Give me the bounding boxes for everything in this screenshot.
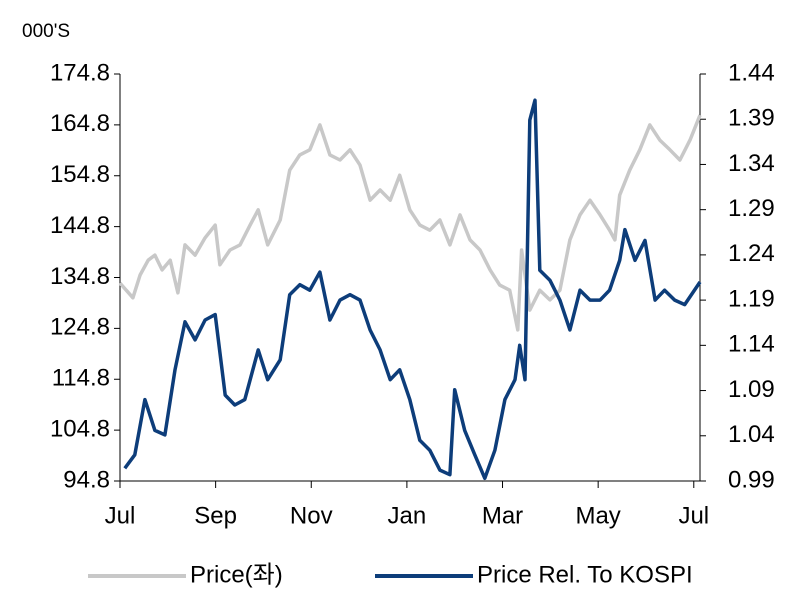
series-line: [118, 114, 702, 332]
y2-tick-label: 1.14: [728, 331, 775, 358]
x-tick-label: Nov: [290, 502, 333, 529]
y2-tick-label: 1.29: [728, 195, 775, 222]
y2-tick-label: 1.19: [728, 285, 775, 312]
y-tick-label: 154.8: [50, 161, 110, 188]
y2-tick-label: 1.24: [728, 240, 775, 267]
y2-tick-label: 1.44: [728, 59, 775, 86]
y-tick-label: 104.8: [50, 415, 110, 442]
y2-tick-label: 1.04: [728, 421, 775, 448]
y-tick-label: 164.8: [50, 110, 110, 137]
y2-tick-label: 1.09: [728, 376, 775, 403]
x-tick-label: May: [575, 502, 620, 529]
x-tick-label: Jul: [678, 502, 709, 529]
x-tick-label: Sep: [194, 502, 237, 529]
y-tick-label: 134.8: [50, 263, 110, 290]
y-tick-label: 144.8: [50, 212, 110, 239]
x-tick-label: Jan: [388, 502, 427, 529]
legend-label: Price Rel. To KOSPI: [477, 561, 693, 588]
y2-tick-label: 1.39: [728, 105, 775, 132]
y-tick-label: 114.8: [52, 365, 110, 392]
y-tick-label: 94.8: [63, 466, 110, 493]
x-tick-label: Jul: [105, 502, 136, 529]
series-line: [123, 98, 702, 481]
unit-label: 000'S: [22, 21, 70, 42]
y-tick-label: 124.8: [50, 314, 110, 341]
legend-label: Price(좌): [190, 561, 283, 588]
y2-tick-label: 1.34: [728, 150, 775, 177]
y-tick-label: 174.8: [50, 59, 110, 86]
x-tick-label: Mar: [482, 502, 523, 529]
y2-tick-label: 0.99: [728, 466, 775, 493]
